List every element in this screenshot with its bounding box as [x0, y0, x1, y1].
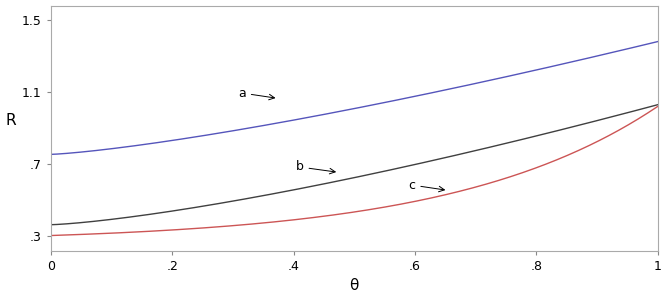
Y-axis label: R: R	[5, 113, 16, 128]
Text: b: b	[295, 161, 336, 174]
Text: a: a	[238, 86, 275, 100]
Text: c: c	[408, 179, 444, 192]
X-axis label: θ: θ	[350, 278, 359, 293]
